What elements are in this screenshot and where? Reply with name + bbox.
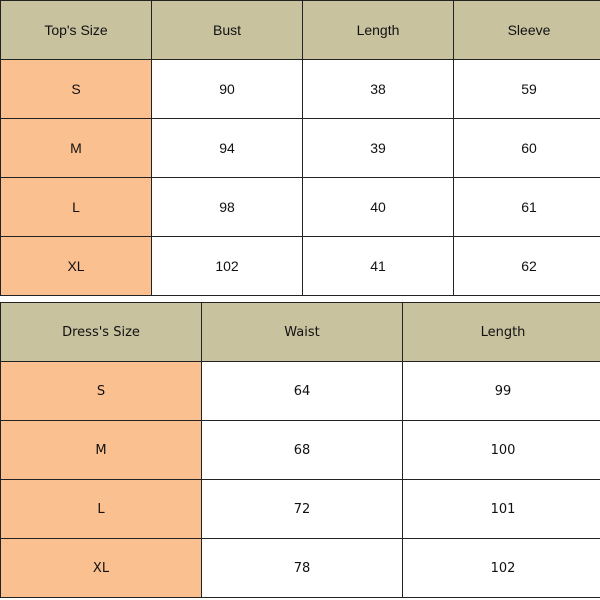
size-cell: XL	[0, 236, 152, 296]
table-row: XL 102 41 62	[0, 236, 600, 296]
table-row: L 72 101	[0, 479, 600, 539]
measurement-cell: 94	[151, 118, 303, 178]
measurement-cell: 61	[453, 177, 600, 237]
measurement-cell: 41	[302, 236, 454, 296]
size-cell: S	[0, 361, 202, 421]
size-cell: M	[0, 420, 202, 480]
column-header: Sleeve	[453, 0, 600, 60]
table-row: L 98 40 61	[0, 177, 600, 237]
measurement-cell: 102	[151, 236, 303, 296]
measurement-cell: 38	[302, 59, 454, 119]
tops-size-table: Top's Size Bust Length Sleeve S 90 38 59 M 94 39 60…	[0, 0, 600, 296]
size-cell: XL	[0, 538, 202, 598]
column-header: Length	[302, 0, 454, 60]
measurement-cell: 78	[201, 538, 403, 598]
measurement-cell: 98	[151, 177, 303, 237]
size-cell: L	[0, 177, 152, 237]
measurement-cell: 39	[302, 118, 454, 178]
measurement-cell: 59	[453, 59, 600, 119]
column-header: Top's Size	[0, 0, 152, 60]
table-row: S 90 38 59	[0, 59, 600, 119]
measurement-cell: 101	[402, 479, 600, 539]
measurement-cell: 40	[302, 177, 454, 237]
column-header: Waist	[201, 302, 403, 362]
table-row: M 68 100	[0, 420, 600, 480]
measurement-cell: 102	[402, 538, 600, 598]
size-cell: S	[0, 59, 152, 119]
dresses-size-table: Dress's Size Waist Length S 64 99 M 68 100 L 72 101…	[0, 302, 600, 598]
measurement-cell: 100	[402, 420, 600, 480]
measurement-cell: 90	[151, 59, 303, 119]
measurement-cell: 99	[402, 361, 600, 421]
table-row: S 64 99	[0, 361, 600, 421]
column-header: Dress's Size	[0, 302, 202, 362]
measurement-cell: 60	[453, 118, 600, 178]
table-row: XL 78 102	[0, 538, 600, 598]
measurement-cell: 72	[201, 479, 403, 539]
column-header: Length	[402, 302, 600, 362]
header-row: Dress's Size Waist Length	[0, 302, 600, 362]
table-row: M 94 39 60	[0, 118, 600, 178]
measurement-cell: 62	[453, 236, 600, 296]
measurement-cell: 68	[201, 420, 403, 480]
measurement-cell: 64	[201, 361, 403, 421]
column-header: Bust	[151, 0, 303, 60]
size-cell: M	[0, 118, 152, 178]
size-cell: L	[0, 479, 202, 539]
header-row: Top's Size Bust Length Sleeve	[0, 0, 600, 60]
